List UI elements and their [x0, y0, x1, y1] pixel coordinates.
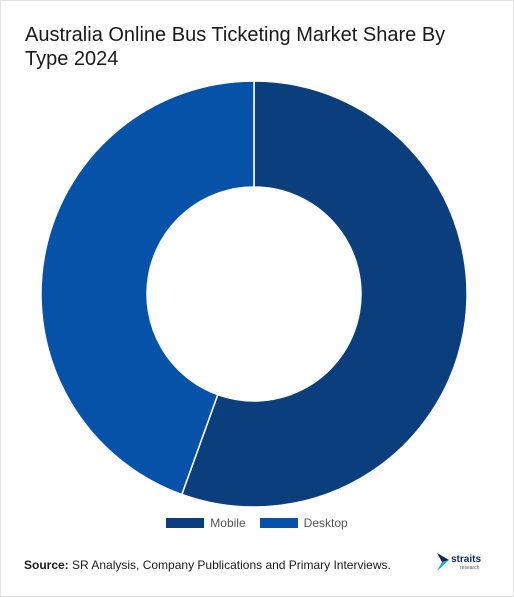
slice-mobile[interactable]: [180, 80, 468, 508]
legend-label-mobile: Mobile: [210, 516, 246, 530]
source-label: Source:: [24, 558, 69, 572]
legend-label-desktop: Desktop: [303, 516, 348, 530]
chart-legend: Mobile Desktop: [0, 516, 514, 530]
straits-research-logo: straits research: [436, 552, 492, 574]
logo-subtitle: research: [460, 565, 480, 571]
source-text: SR Analysis, Company Publications and Pr…: [68, 558, 391, 572]
chart-title: Australia Online Bus Ticketing Market Sh…: [25, 24, 446, 70]
donut-slices: [40, 80, 468, 508]
source-note: Source: SR Analysis, Company Publication…: [24, 558, 391, 572]
legend-swatch-mobile: [166, 518, 205, 528]
logo-name: straits: [451, 554, 482, 565]
legend-swatch-desktop: [259, 518, 298, 528]
slice-desktop[interactable]: [40, 80, 255, 496]
legend-item-mobile[interactable]: Mobile: [166, 516, 246, 530]
legend-item-desktop[interactable]: Desktop: [259, 516, 348, 530]
logo-arrow-icon: [437, 553, 449, 571]
